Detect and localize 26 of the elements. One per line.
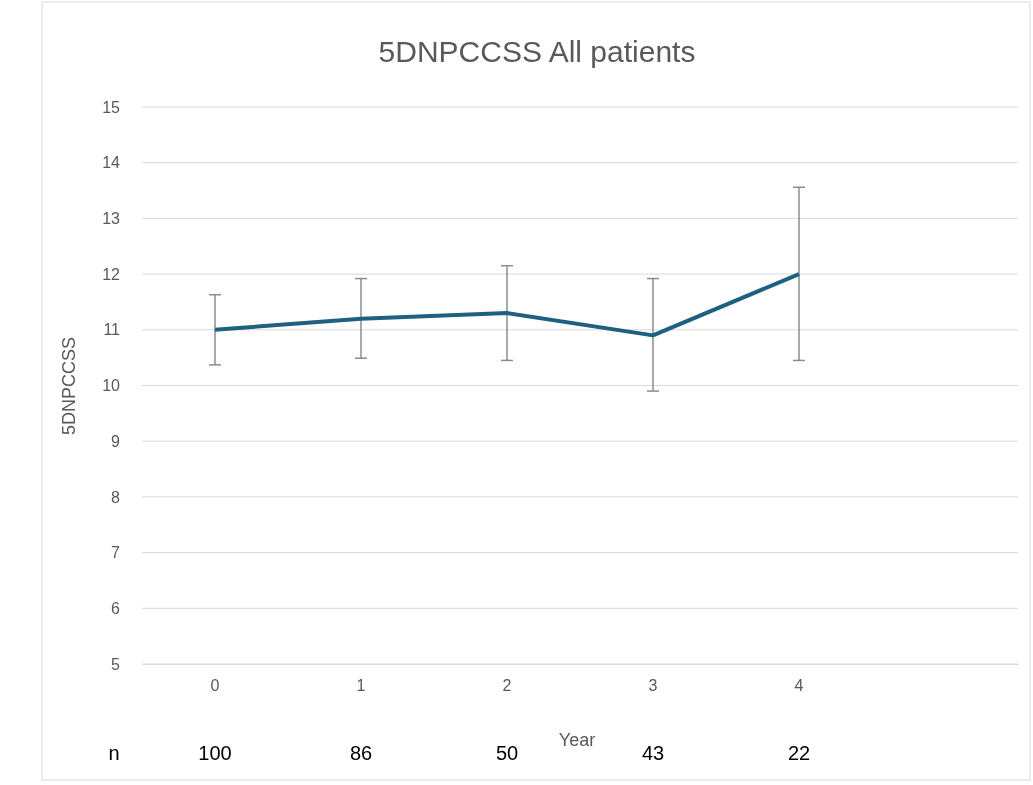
y-tick-label: 9: [111, 432, 121, 450]
x-axis-title: Year: [558, 730, 596, 750]
y-axis-title: 5DNPCCSS: [59, 336, 79, 436]
x-tick-label: 4: [794, 677, 804, 695]
y-tick-label: 10: [102, 377, 121, 395]
line-series: [213, 272, 801, 338]
x-tick-label: 0: [210, 677, 220, 695]
y-tick-label: 5: [111, 655, 121, 673]
x-tick-label: 1: [356, 677, 366, 695]
y-tick-label: 13: [102, 210, 121, 228]
chart-title: 5DNPCCSS All patients: [378, 35, 696, 68]
x-tick-label: 2: [502, 677, 512, 695]
y-tick-label: 7: [111, 544, 121, 562]
text: 100: [198, 742, 232, 764]
y-tick-label: 11: [103, 321, 121, 339]
text: n: [108, 742, 120, 764]
text: 50: [495, 742, 519, 764]
y-tick-label: 14: [102, 154, 121, 172]
x-tick-label: 3: [648, 677, 658, 695]
text: 86: [349, 742, 373, 764]
y-tick-label: 8: [111, 488, 121, 506]
text: 43: [641, 742, 665, 764]
y-tick-label: 12: [102, 265, 121, 283]
y-tick-label: 15: [102, 98, 121, 116]
text: 22: [787, 742, 811, 764]
y-tick-label: 6: [111, 599, 121, 617]
